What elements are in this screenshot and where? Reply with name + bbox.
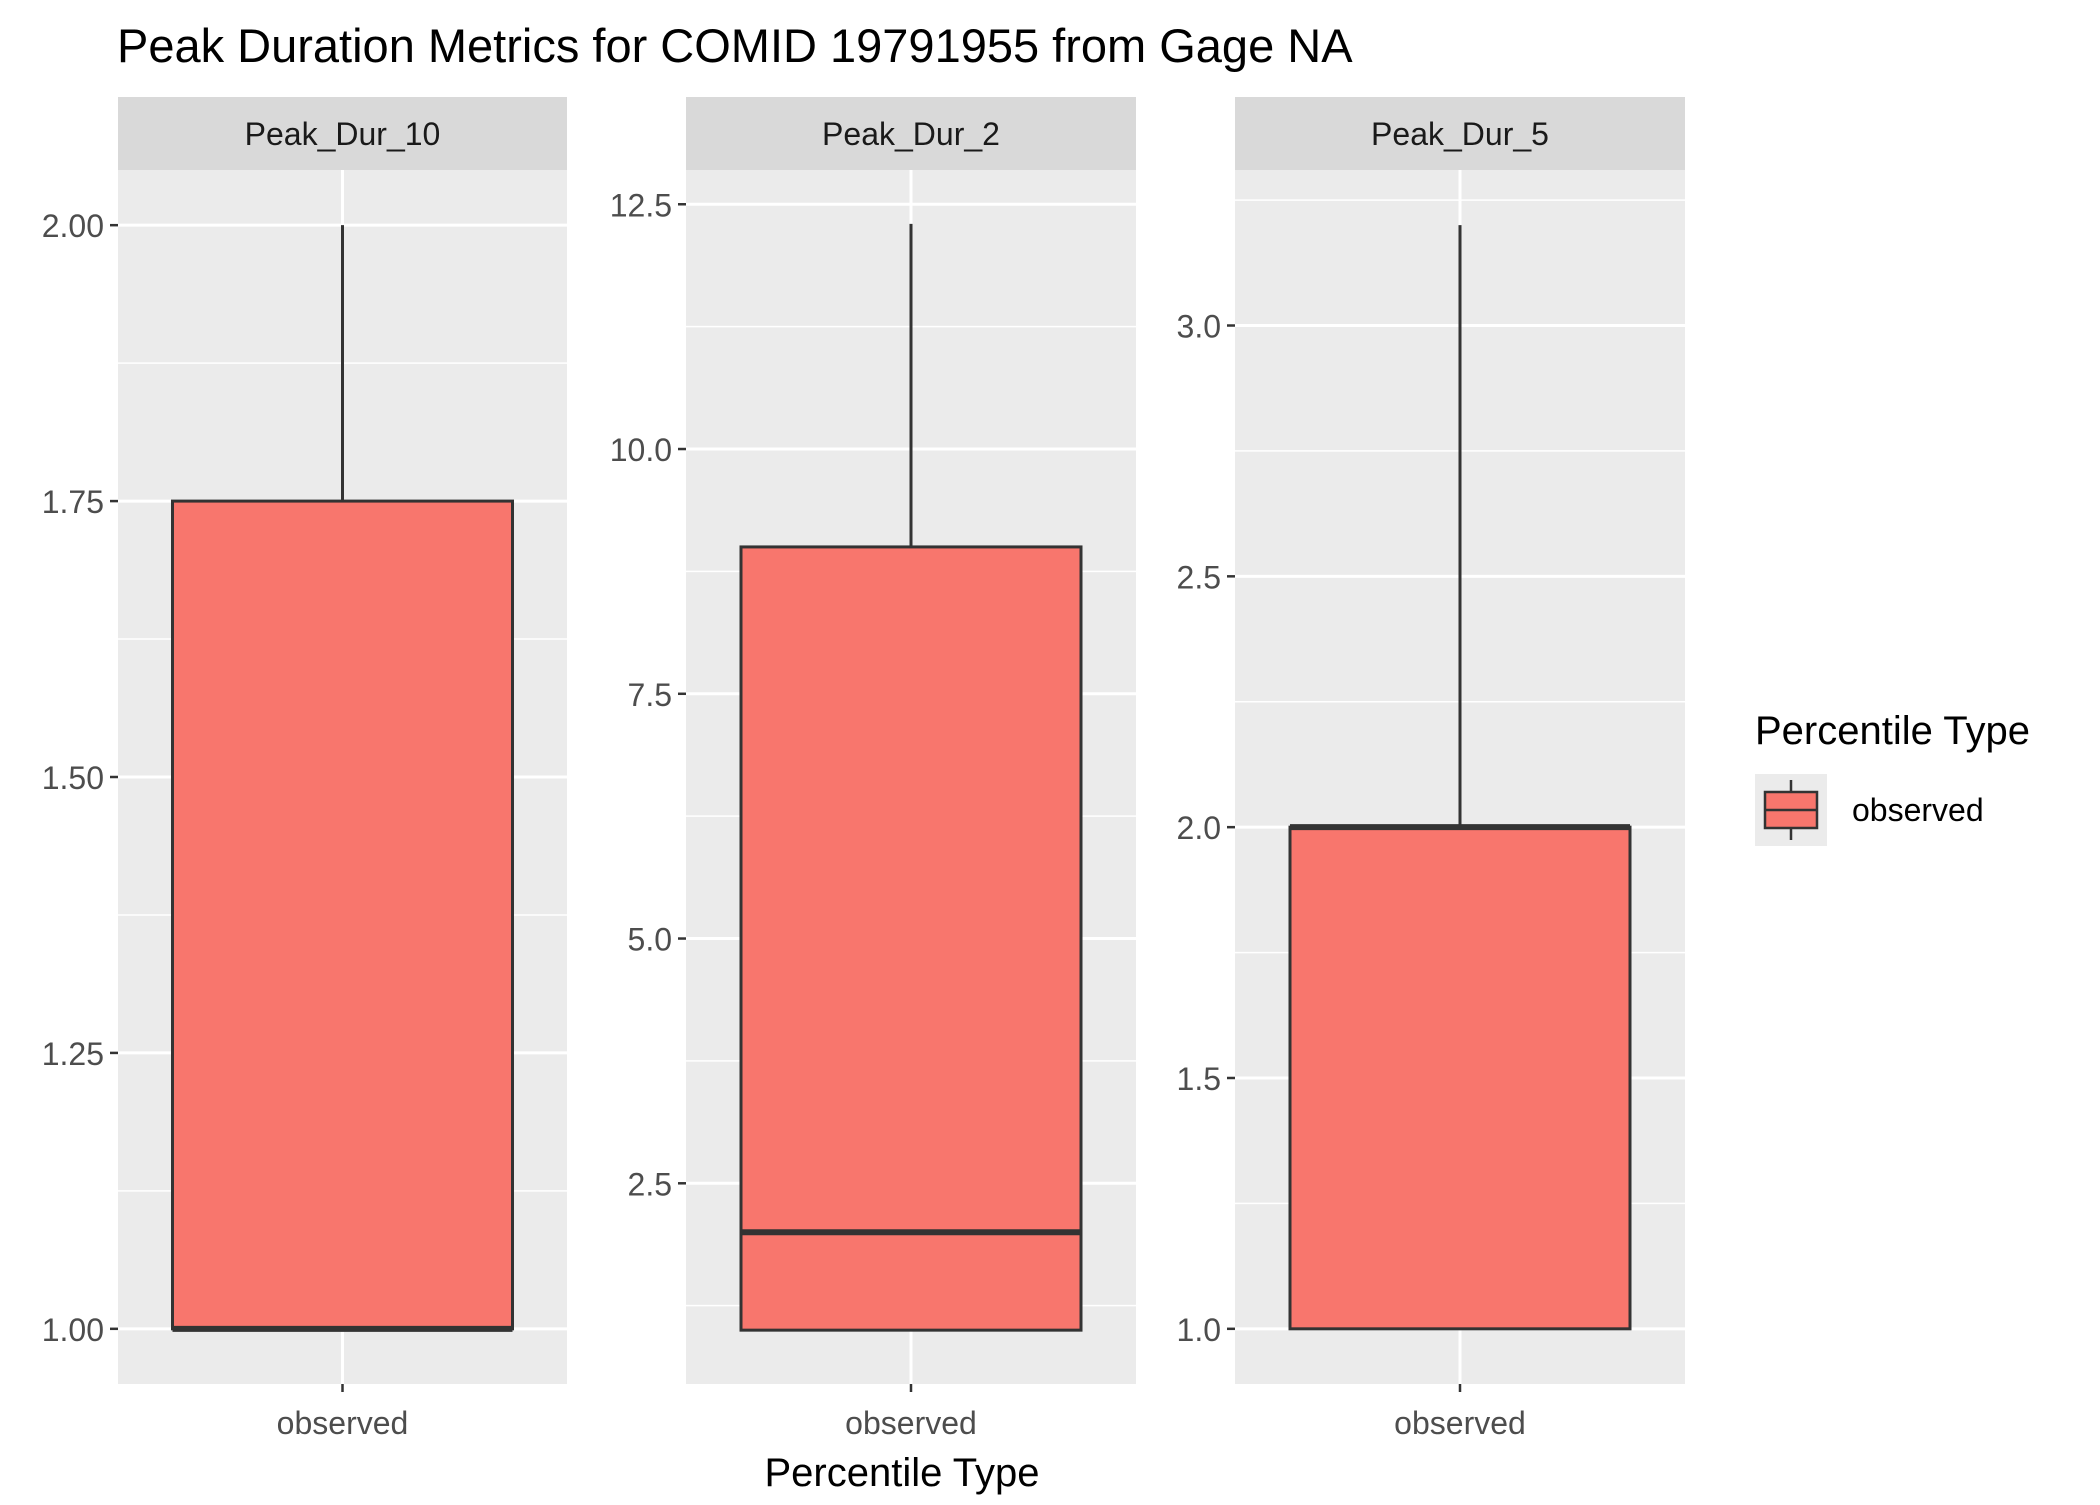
y-tick-label: 1.5: [1177, 1061, 1221, 1097]
legend-entry-label: observed: [1852, 792, 1984, 828]
panel-peak-dur-5: 1.0 1.5 2.0 2.5 3.0 observed Peak_Dur_5: [1177, 97, 1685, 1441]
box: [171, 499, 514, 1331]
x-tick-label: observed: [277, 1405, 409, 1441]
y-tick-label: 1.00: [42, 1312, 104, 1348]
y-tick-label: 12.5: [610, 187, 672, 223]
y-tick-label: 1.0: [1177, 1312, 1221, 1348]
y-tick-label: 10.0: [610, 432, 672, 468]
y-tick-label: 2.0: [1177, 810, 1221, 846]
y-tick-label: 1.50: [42, 760, 104, 796]
legend: Percentile Type observed: [1755, 709, 2030, 846]
y-tick-label: 2.5: [1177, 559, 1221, 595]
y-tick-label: 1.25: [42, 1036, 104, 1072]
y-tick-label: 7.5: [628, 677, 672, 713]
facet-strip-label: Peak_Dur_5: [1371, 116, 1549, 152]
facet-strip: [118, 97, 567, 170]
facet-strip: [686, 97, 1136, 170]
x-axis-label: Percentile Type: [765, 1451, 1040, 1495]
legend-title: Percentile Type: [1755, 709, 2030, 753]
panel-peak-dur-10: 1.00 1.25 1.50 1.75 2.00 observed Peak_Dur_10: [42, 97, 567, 1441]
chart-title: Peak Duration Metrics for COMID 19791955…: [117, 19, 1353, 72]
legend-entry: observed: [1755, 774, 1984, 846]
box: [739, 545, 1083, 1332]
y-tick-label: 3.0: [1177, 309, 1221, 345]
x-tick-label: observed: [845, 1405, 977, 1441]
y-tick-label: 2.5: [628, 1166, 672, 1202]
y-tick-label: 5.0: [628, 922, 672, 958]
box: [1288, 825, 1632, 1331]
x-tick-label: observed: [1394, 1405, 1526, 1441]
legend-entries: observed: [1755, 774, 1984, 846]
facet-strip: [1235, 97, 1685, 170]
facet-strip-label: Peak_Dur_2: [822, 116, 1000, 152]
panel-peak-dur-2: 2.5 5.0 7.5 10.0 12.5 observed Peak_Dur_2: [610, 97, 1136, 1441]
y-tick-label: 1.75: [42, 484, 104, 520]
facet-panels: 1.00 1.25 1.50 1.75 2.00 observed Peak_Dur_10 2…: [42, 97, 1685, 1441]
y-tick-label: 2.00: [42, 208, 104, 244]
facet-strip-label: Peak_Dur_10: [245, 116, 441, 152]
